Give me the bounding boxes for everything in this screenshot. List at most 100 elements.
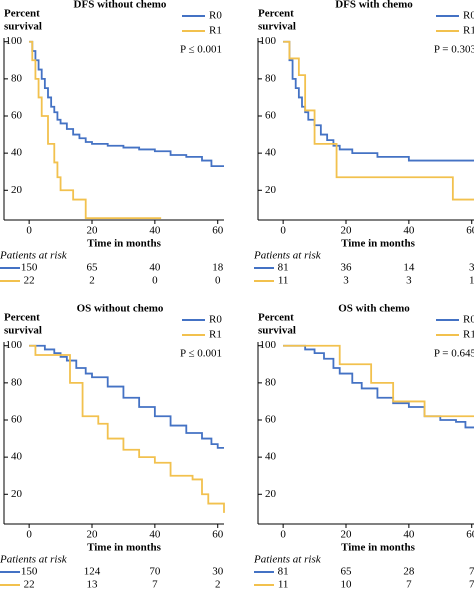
y-tick-label: 40 [11, 451, 23, 463]
chart-title: OS with chemo [338, 303, 410, 315]
y-tick-label: 80 [265, 376, 277, 388]
x-tick-label: 0 [26, 529, 32, 541]
survival-curve [29, 344, 224, 449]
chart-title: DFS with chemo [335, 0, 413, 11]
y-tick-label: 40 [265, 147, 277, 159]
risk-count: 1 [469, 275, 474, 287]
x-axis-label: Time in months [341, 238, 415, 250]
x-tick-label: 60 [212, 529, 224, 541]
risk-table-title: Patients at risk [0, 554, 68, 566]
survival-curve [29, 40, 162, 220]
risk-count: 10 [341, 579, 353, 591]
risk-count: 3 [469, 262, 474, 274]
risk-count: 11 [278, 579, 289, 591]
risk-count: 36 [341, 262, 353, 274]
risk-table-title: Patients at risk [253, 554, 322, 566]
y-tick-label: 100 [260, 339, 277, 351]
risk-count: 124 [84, 566, 101, 578]
x-tick-label: 0 [280, 225, 286, 237]
y-tick-label: 80 [11, 376, 23, 388]
risk-count: 81 [278, 566, 289, 578]
legend-label: R1 [463, 329, 474, 341]
risk-count: 3 [406, 275, 412, 287]
risk-count: 30 [212, 566, 224, 578]
y-tick-label: 40 [11, 147, 23, 159]
y-tick-label: 100 [6, 339, 23, 351]
p-value: P ≤ 0.001 [180, 348, 222, 360]
y-tick-label: 20 [11, 488, 23, 500]
y-axis-label: Percent [4, 8, 40, 20]
legend-label: R0 [209, 10, 222, 22]
x-tick-label: 20 [341, 529, 353, 541]
legend-label: R1 [209, 25, 222, 37]
survival-curve [29, 40, 224, 168]
x-tick-label: 40 [403, 225, 415, 237]
x-axis-label: Time in months [341, 542, 415, 554]
risk-count: 11 [278, 275, 289, 287]
risk-count: 150 [21, 566, 38, 578]
risk-count: 7 [469, 579, 474, 591]
y-tick-label: 80 [11, 72, 23, 84]
panel: DFS without chemoPercentsurvival20406080… [0, 0, 224, 287]
p-value: P = 0.645 [434, 348, 474, 360]
y-tick-label: 80 [265, 72, 277, 84]
risk-count: 150 [21, 262, 38, 274]
legend-label: R0 [463, 10, 474, 22]
y-tick-label: 60 [265, 110, 277, 122]
survival-curve [283, 344, 474, 418]
x-tick-label: 20 [341, 225, 353, 237]
risk-table-title: Patients at risk [0, 250, 68, 262]
y-tick-label: 20 [11, 184, 23, 196]
risk-count: 65 [341, 566, 353, 578]
risk-count: 0 [215, 275, 221, 287]
y-axis-label: Percent [4, 312, 40, 324]
risk-count: 22 [24, 275, 35, 287]
legend-label: R0 [209, 314, 222, 326]
y-tick-label: 100 [6, 35, 23, 47]
risk-count: 18 [212, 262, 224, 274]
risk-count: 40 [149, 262, 161, 274]
risk-count: 13 [87, 579, 99, 591]
x-tick-label: 40 [149, 529, 161, 541]
y-tick-label: 20 [265, 488, 277, 500]
panel: OS without chemoPercentsurvival204060801… [0, 303, 225, 591]
x-tick-label: 60 [466, 529, 474, 541]
survival-curve [29, 344, 225, 513]
risk-count: 7 [152, 579, 158, 591]
x-tick-label: 20 [87, 529, 99, 541]
risk-count: 7 [406, 579, 412, 591]
survival-curve [283, 40, 474, 201]
risk-count: 22 [24, 579, 35, 591]
y-axis-label: Percent [258, 8, 294, 20]
risk-count: 3 [343, 275, 349, 287]
risk-count: 65 [87, 262, 99, 274]
y-tick-label: 20 [265, 184, 277, 196]
risk-table-title: Patients at risk [253, 250, 322, 262]
p-value: P ≤ 0.001 [180, 44, 222, 56]
survival-curve [283, 344, 474, 429]
legend-label: R1 [463, 25, 474, 37]
x-tick-label: 60 [466, 225, 474, 237]
y-tick-label: 60 [11, 110, 23, 122]
x-axis-label: Time in months [87, 542, 161, 554]
y-axis-label: Percent [258, 312, 294, 324]
y-axis-label: survival [258, 325, 296, 337]
y-tick-label: 60 [265, 414, 277, 426]
y-axis-label: survival [4, 21, 42, 33]
x-tick-label: 40 [149, 225, 161, 237]
risk-count: 2 [89, 275, 95, 287]
risk-count: 81 [278, 262, 289, 274]
x-tick-label: 0 [26, 225, 32, 237]
x-tick-label: 0 [280, 529, 286, 541]
risk-count: 14 [403, 262, 415, 274]
risk-count: 70 [149, 566, 161, 578]
risk-count: 2 [215, 579, 221, 591]
chart-title: OS without chemo [77, 303, 164, 315]
x-tick-label: 40 [403, 529, 415, 541]
y-tick-label: 40 [265, 451, 277, 463]
legend-label: R0 [463, 314, 474, 326]
x-axis-label: Time in months [87, 238, 161, 250]
